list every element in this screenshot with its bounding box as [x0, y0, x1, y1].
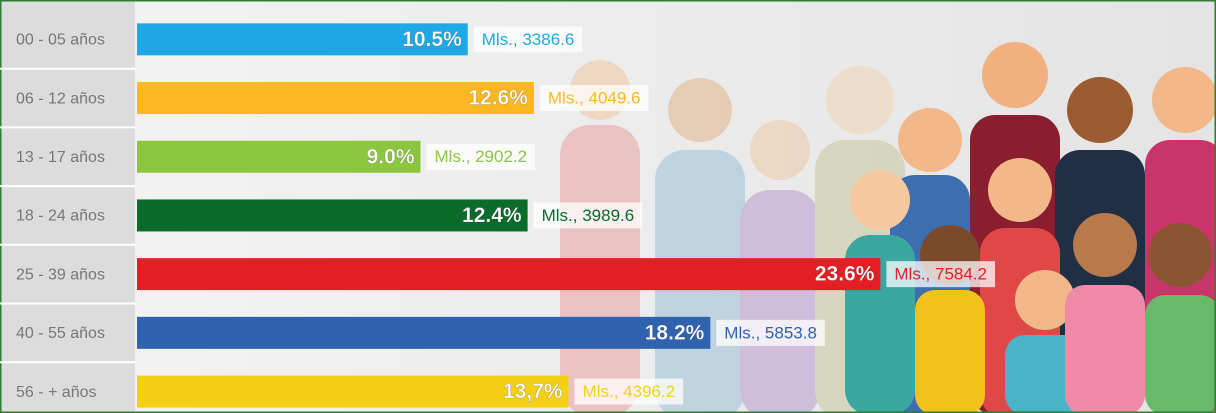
annotation: Mls., 4049.6	[548, 89, 641, 108]
bar	[137, 375, 569, 408]
category-label: 18 - 24 años	[16, 208, 105, 225]
annotation-background	[473, 26, 583, 53]
annotation-background	[716, 319, 825, 346]
annotation-background	[426, 143, 536, 170]
annotation: Mls., 3386.6	[482, 30, 575, 49]
category-label: 40 - 55 años	[16, 325, 105, 342]
annotation-background	[539, 85, 649, 112]
annotation: Mls., 3989.6	[542, 206, 635, 225]
annotation-background	[574, 378, 684, 405]
value-label: 12.4%	[462, 204, 522, 227]
value-label: 12.6%	[468, 87, 528, 110]
category-label: 00 - 05 años	[16, 32, 105, 49]
category-label: 13 - 17 años	[16, 149, 105, 166]
bar	[137, 23, 468, 56]
annotation: Mls., 4396.2	[583, 382, 676, 401]
category-label: 06 - 12 años	[16, 90, 105, 107]
label-column	[0, 0, 135, 413]
bar	[137, 199, 528, 232]
value-label: 10.5%	[402, 28, 462, 51]
value-label: 18.2%	[645, 321, 705, 344]
annotation: Mls., 2902.2	[435, 147, 528, 166]
bar	[137, 316, 711, 349]
bar	[137, 258, 881, 291]
value-label: 23.6%	[815, 263, 875, 286]
bar	[137, 82, 534, 115]
bar	[137, 140, 421, 173]
annotation-background	[886, 261, 996, 288]
value-label: 9.0%	[367, 145, 415, 168]
value-label: 13,7%	[503, 380, 563, 403]
category-label: 25 - 39 años	[16, 266, 105, 283]
annotation: Mls., 5853.8	[724, 323, 817, 342]
annotation: Mls., 7584.2	[894, 265, 987, 284]
category-label: 56 - + años	[16, 384, 97, 401]
annotation-background	[533, 202, 643, 229]
